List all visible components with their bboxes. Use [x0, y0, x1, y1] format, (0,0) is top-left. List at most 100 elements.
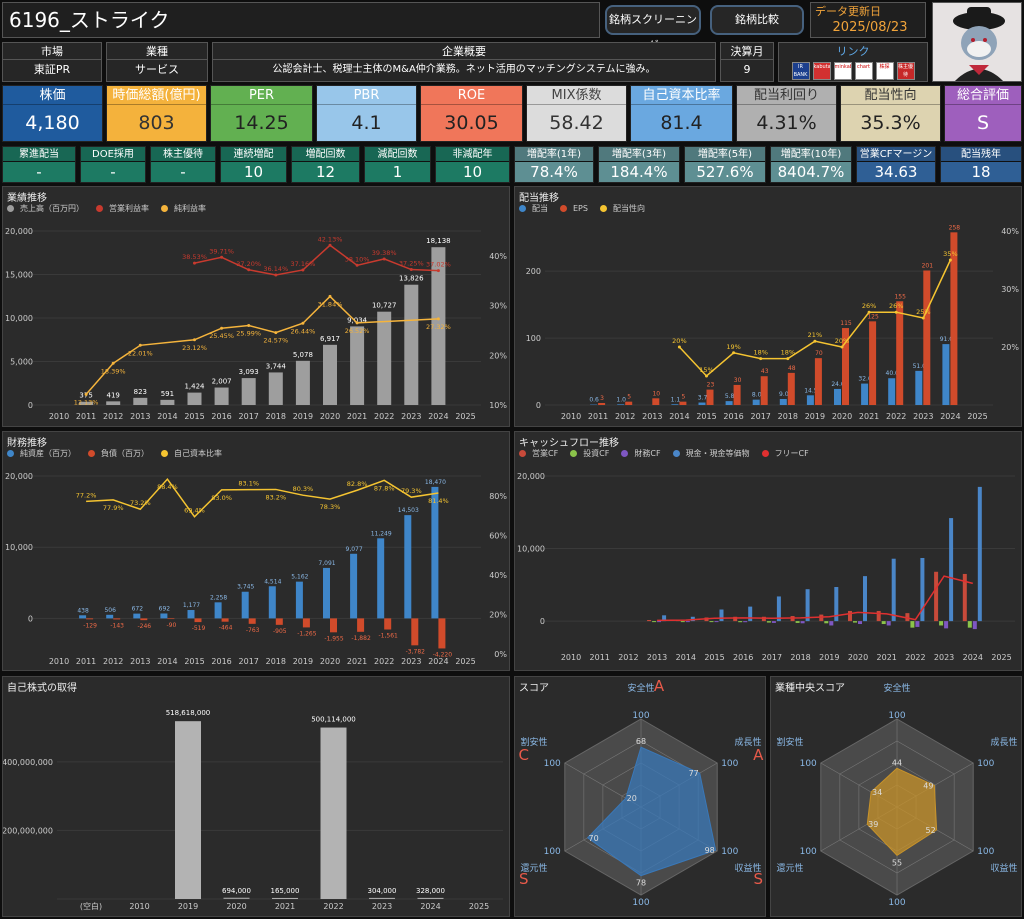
x-tick-label: 2025 [991, 653, 1011, 662]
link-2-icon[interactable]: kabutan [812, 62, 831, 80]
investing-cf-bar [738, 621, 743, 623]
fiscal-cell: 決算月 9 [720, 42, 774, 82]
payout-label: 35% [943, 250, 957, 258]
payout-label: 18% [753, 349, 767, 357]
link-1-icon[interactable]: IR BANK [791, 62, 810, 80]
link-6-icon[interactable]: 株主優待 [896, 62, 915, 80]
series-point [220, 255, 224, 259]
debt-bar [411, 618, 419, 646]
small-kpi-10: 増配率(5年) 527.6% [684, 146, 766, 183]
revenue-label: 2,007 [212, 378, 232, 386]
investing-cf-bar [795, 621, 800, 623]
small-kpi-1: 累進配当 - [2, 146, 76, 183]
industry-score-radar: 100安全性44100成長性49100収益性52100効率性55100還元性39… [776, 682, 1017, 908]
x-tick-label: 2014 [669, 412, 689, 421]
investing-cf-bar [680, 621, 685, 623]
eps-label: 5 [681, 394, 685, 401]
y2-tick-label: 30% [489, 302, 507, 311]
series-label: 37.20% [236, 260, 261, 268]
debt-label: -1,265 [297, 630, 317, 637]
legend-dot-icon [621, 450, 629, 457]
dividend-bar [671, 404, 679, 405]
y-tick-label: 100 [526, 334, 541, 343]
eps-bar [598, 402, 606, 405]
fiscal-header: 決算月 [721, 43, 773, 60]
financing-cf-bar [771, 621, 776, 623]
small-kpi-label: 増配率(1年) [515, 147, 593, 162]
link-3-icon[interactable]: minkabu [833, 62, 852, 80]
small-kpi-7: 非減配年 10 [435, 146, 510, 183]
equity-bar [241, 591, 249, 619]
radar-value: 55 [892, 858, 902, 867]
dividend-label: 9.0 [779, 391, 789, 398]
x-tick-label: 2010 [561, 653, 581, 662]
y2-tick-label: 30% [1001, 285, 1019, 294]
dividend-label: 91.0 [940, 336, 954, 343]
legend-label: EPS [573, 204, 588, 213]
link-4-icon[interactable]: chart [854, 62, 873, 80]
legend-item: 営業利益率 [96, 204, 155, 213]
small-kpi-8: 増配率(1年) 78.4% [514, 146, 594, 183]
equity-label: 4,514 [264, 578, 281, 585]
eps-bar [625, 401, 633, 405]
equity-ratio-label: 88.4% [157, 483, 178, 491]
screening-button[interactable]: 銘柄スクリーニング [605, 5, 701, 52]
legend-item: 負債（百万） [88, 449, 155, 458]
revenue-label: 3,744 [266, 362, 287, 370]
small-kpi-9: 増配率(3年) 184.4% [598, 146, 680, 183]
payout-label: 20% [835, 337, 849, 345]
x-tick-label: (空白) [80, 901, 102, 911]
radar-max-label: 100 [544, 759, 561, 769]
investing-cf-bar [709, 621, 714, 623]
buyback-label: 500,114,000 [311, 716, 356, 724]
revenue-bar [214, 387, 229, 405]
legend-dot-icon [761, 450, 769, 457]
legend-label: 配当性向 [612, 204, 645, 213]
operating-cf-bar [905, 613, 910, 622]
dividend-bar [915, 370, 923, 405]
compare-button[interactable]: 銘柄比較 [710, 5, 804, 35]
payout-label: 18% [781, 349, 795, 357]
radar-shape [586, 746, 717, 877]
y-tick-label: 20,000 [5, 472, 33, 481]
small-kpi-value: 78.4% [530, 163, 578, 181]
series-point [301, 321, 305, 325]
revenue-bar [431, 247, 446, 405]
y-tick-label: 20,000 [5, 227, 33, 236]
x-tick-label: 2025 [455, 412, 475, 421]
financing-cf-bar [685, 621, 690, 623]
radar-value: 98 [705, 846, 715, 855]
y-tick-label: 10,000 [5, 543, 33, 552]
buyback-label: 165,000 [271, 887, 300, 895]
x-tick-label: 2020 [848, 653, 868, 662]
x-tick-label: 2021 [877, 653, 897, 662]
radar-value: 39 [868, 820, 878, 829]
update-date-box: データ更新日 2025/08/23 [810, 2, 926, 38]
small-kpi-value: 10 [243, 163, 264, 181]
radar-grade: S [753, 870, 763, 888]
x-tick-label: 2022 [905, 653, 925, 662]
x-tick-label: 2013 [130, 657, 150, 666]
legend-dot-icon [161, 450, 168, 457]
cash-bar [776, 596, 781, 622]
x-tick-label: 2012 [615, 412, 635, 421]
revenue-label: 3,093 [239, 368, 259, 376]
debt-bar [248, 618, 256, 624]
x-tick-label: 2011 [590, 653, 610, 662]
x-tick-label: 2021 [347, 657, 367, 666]
cash-bar [920, 557, 925, 622]
x-tick-label: 2023 [401, 412, 421, 421]
buyback-title: 自己株式の取得 [7, 683, 77, 694]
legend-item: フリーCF [761, 449, 815, 458]
x-tick-label: 2018 [266, 657, 286, 666]
eps-bar [814, 358, 822, 405]
x-tick-label: 2021 [275, 902, 295, 911]
link-5-icon[interactable]: 株探 [875, 62, 894, 80]
x-tick-label: 2018 [790, 653, 810, 662]
x-tick-label: 2019 [819, 653, 839, 662]
eps-bar [842, 328, 849, 405]
financing-cf-bar [886, 621, 891, 626]
series-label: 12.13% [74, 398, 99, 406]
industry-score-panel: 業種中央スコア 100安全性44100成長性49100収益性52100効率性55… [770, 676, 1022, 917]
dividend-bar [752, 399, 760, 405]
